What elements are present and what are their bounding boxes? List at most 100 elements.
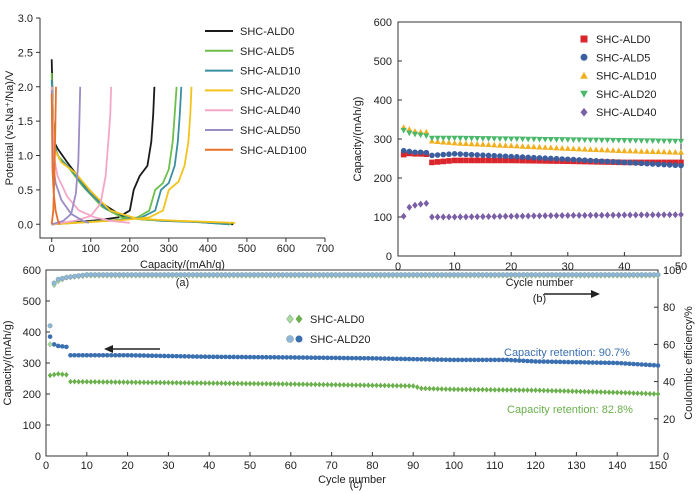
- panel-c-point-shc-ald0: [639, 390, 644, 397]
- panel-b-point-shc-ald0: [497, 157, 503, 164]
- panel-c-xtick-label: 130: [567, 460, 585, 472]
- panel-b-ytick-label: 400: [374, 95, 392, 107]
- panel-b-point-shc-ald40: [553, 212, 560, 220]
- panel-c-y2tick-label: 0: [663, 451, 669, 463]
- panel-b-point-shc-ald20: [525, 136, 532, 143]
- panel-b-point-shc-ald20: [457, 135, 464, 142]
- panel-b-point-shc-ald40: [536, 212, 543, 220]
- panel-b-ytick-label: 600: [374, 17, 392, 29]
- panel-b-point-shc-ald0: [531, 157, 537, 164]
- panel-c-point-shc-ald0: [349, 382, 355, 388]
- panel-c-point-shc-ald0: [174, 379, 179, 386]
- panel-b-point-shc-ald40: [638, 211, 645, 219]
- panel-b-point-shc-ald5: [400, 147, 407, 154]
- panel-a-charge-curve: [51, 86, 183, 226]
- panel-b-point-shc-ald0: [457, 157, 464, 164]
- panel-b-point-shc-ald5: [497, 153, 503, 159]
- panel-c-point-shc-ald0: [292, 381, 298, 388]
- panel-c-point-shc-ald0: [594, 389, 600, 395]
- panel-c-point-shc-ald20-ce: [67, 274, 73, 280]
- panel-b-point-shc-ald10: [536, 143, 543, 150]
- panel-b-point-shc-ald5: [615, 159, 622, 165]
- panel-b-point-shc-ald0: [446, 158, 452, 164]
- panel-c-point-shc-ald0: [480, 386, 485, 393]
- panel-b-point-shc-ald40: [627, 211, 633, 219]
- panel-c-point-shc-ald20: [439, 357, 445, 362]
- panel-b-xtick-label: 20: [505, 261, 517, 273]
- panel-c-point-shc-ald20: [60, 344, 65, 349]
- panel-b-point-shc-ald0: [536, 158, 543, 164]
- panel-c-point-shc-ald20: [610, 360, 616, 366]
- panel-b-point-shc-ald20: [666, 138, 673, 145]
- panel-b-point-shc-ald0: [672, 159, 679, 166]
- panel-c-point-shc-ald20: [423, 357, 428, 362]
- panel-b-point-shc-ald5: [604, 158, 611, 165]
- panel-c-point-shc-ald20: [137, 353, 143, 358]
- panel-c-point-shc-ald20: [219, 354, 224, 360]
- panel-c-point-shc-ald0: [468, 386, 473, 393]
- panel-b-caption: (b): [533, 293, 546, 305]
- panel-b-point-shc-ald20: [649, 138, 656, 145]
- panel-c-ytick-label: 600: [23, 265, 41, 277]
- panel-c-point-shc-ald20: [541, 359, 547, 364]
- panel-c-point-shc-ald0: [419, 385, 424, 392]
- panel-c-point-shc-ald0: [100, 379, 106, 385]
- panel-c-point-shc-ald0: [88, 378, 94, 385]
- panel-b-point-shc-ald20: [417, 132, 424, 139]
- panel-c-point-shc-ald20: [157, 353, 163, 359]
- panel-c-point-shc-ald0: [500, 387, 506, 393]
- panel-c-point-shc-ald0: [394, 382, 400, 389]
- panel-b-point-shc-ald5: [587, 157, 594, 164]
- panel-c-point-shc-ald0: [423, 385, 428, 392]
- panel-c-point-shc-ald20: [174, 353, 179, 359]
- panel-c-point-shc-ald20: [349, 355, 355, 361]
- panel-c-point-shc-ald20: [561, 359, 567, 365]
- panel-b-point-shc-ald0: [525, 157, 531, 164]
- panel-c-point-shc-ald0: [366, 382, 371, 389]
- panel-c-point-shc-ald20: [463, 357, 469, 363]
- panel-b-point-shc-ald5: [508, 153, 514, 160]
- panel-b-point-shc-ald5: [632, 160, 639, 166]
- panel-c-point-shc-ald20: [419, 356, 424, 362]
- panel-c-long-cycling: 0 10 20 30 40 50 60 70 80 90 100 110 120 130 140 150010…: [2, 265, 695, 491]
- panel-c-point-shc-ald0: [623, 389, 628, 396]
- panel-c-y2-axis-label: Coulombic efficiency/%: [683, 306, 695, 420]
- panel-c-point-shc-ald20: [602, 360, 608, 366]
- panel-c-point-shc-ald0: [92, 378, 98, 385]
- panel-b-point-shc-ald10: [457, 140, 464, 146]
- panel-c-arrow-right-head: [591, 290, 600, 298]
- panel-b-point-shc-ald10: [621, 147, 628, 154]
- panel-b-point-shc-ald20: [508, 136, 515, 143]
- panel-c-point-shc-ald20: [284, 355, 290, 360]
- panel-c-point-shc-ald20: [394, 356, 400, 362]
- panel-c-point-shc-ald0: [557, 388, 563, 394]
- panel-c-point-shc-ald0: [606, 389, 612, 396]
- panel-c-point-shc-ald20: [639, 362, 644, 367]
- panel-c-point-shc-ald0: [247, 380, 253, 387]
- panel-b-point-shc-ald10: [423, 128, 430, 135]
- panel-c-point-shc-ald20: [480, 357, 485, 363]
- panel-b-point-shc-ald5: [553, 155, 560, 162]
- panel-c-point-shc-ald20: [76, 352, 81, 358]
- panel-c-point-shc-ald20: [88, 352, 94, 358]
- panel-c-y2tick-label: 40: [663, 377, 675, 389]
- panel-c-point-shc-ald0: [463, 386, 469, 393]
- panel-c-point-shc-ald20: [476, 357, 481, 363]
- panel-c-point-shc-ald0: [239, 380, 245, 387]
- panel-c-point-shc-ald20: [113, 352, 118, 358]
- panel-b-point-shc-ald5: [525, 154, 531, 161]
- panel-c-point-shc-ald0: [272, 381, 277, 387]
- panel-b-point-shc-ald0: [485, 157, 492, 164]
- panel-c-point-shc-ald20: [149, 353, 155, 359]
- panel-b-point-shc-ald10: [610, 147, 617, 153]
- panel-c-y2tick-label: 20: [663, 414, 675, 426]
- panel-c-point-shc-ald20: [170, 353, 175, 359]
- panel-c-point-shc-ald20: [623, 361, 628, 366]
- panel-c-point-shc-ald0: [574, 388, 579, 395]
- panel-b-point-shc-ald20: [559, 137, 566, 143]
- panel-c-point-shc-ald0: [108, 379, 114, 385]
- panel-c-point-shc-ald0: [198, 380, 204, 386]
- panel-c-point-shc-ald20: [268, 354, 273, 360]
- panel-c-point-shc-ald20: [210, 354, 216, 360]
